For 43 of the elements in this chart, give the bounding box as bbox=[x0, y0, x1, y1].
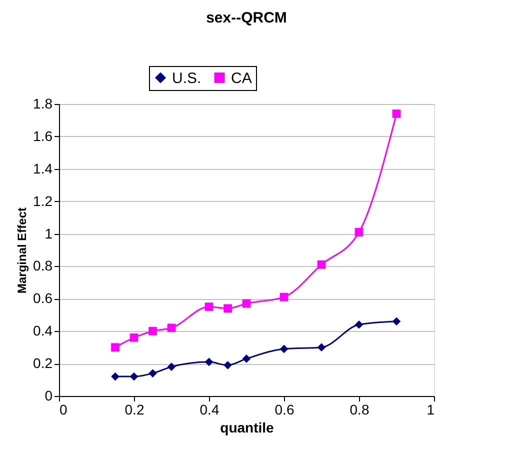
point bbox=[224, 360, 232, 370]
x-axis-title: quantile bbox=[220, 420, 274, 436]
point bbox=[148, 369, 157, 378]
x-tick-label: 0 bbox=[60, 402, 68, 418]
point bbox=[204, 358, 214, 366]
point bbox=[392, 317, 401, 326]
point bbox=[392, 110, 401, 118]
legend-label: U.S. bbox=[172, 70, 202, 87]
point bbox=[242, 299, 251, 308]
y-tick-label: 0.4 bbox=[33, 322, 53, 339]
y-tick-label: 1.6 bbox=[33, 128, 53, 144]
y-tick-label: 1.2 bbox=[33, 192, 53, 209]
y-tick-label: 0.6 bbox=[33, 290, 53, 306]
x-tick-label: 0.8 bbox=[350, 402, 370, 418]
point bbox=[167, 324, 176, 332]
point bbox=[317, 343, 326, 352]
y-tick-label: 0 bbox=[44, 388, 53, 404]
x-tick-label: 1 bbox=[426, 402, 435, 418]
point bbox=[224, 304, 232, 313]
y-tick-label: 0.2 bbox=[33, 355, 53, 372]
point bbox=[148, 326, 157, 336]
x-tick-label: 0.6 bbox=[274, 402, 294, 418]
x-tick-label: 0.2 bbox=[124, 402, 144, 418]
point bbox=[111, 343, 120, 352]
y-tick-label: 1 bbox=[44, 225, 53, 242]
y-tick-label: 1.8 bbox=[33, 96, 53, 112]
point bbox=[167, 362, 176, 371]
point bbox=[354, 320, 364, 329]
point bbox=[280, 344, 288, 354]
point bbox=[111, 372, 120, 381]
chart-title: sex--QRCM bbox=[206, 10, 287, 26]
y-axis-title: Marginal Effect bbox=[15, 207, 30, 294]
point bbox=[130, 372, 138, 381]
point bbox=[130, 333, 138, 342]
point bbox=[354, 228, 364, 236]
point bbox=[317, 260, 326, 269]
point bbox=[204, 302, 214, 311]
point bbox=[280, 292, 288, 302]
y-tick-label: 1.4 bbox=[33, 160, 53, 176]
x-tick-label: 0.4 bbox=[200, 402, 220, 418]
point bbox=[242, 354, 251, 363]
legend-label: CA bbox=[231, 70, 252, 87]
y-tick-label: 0.8 bbox=[33, 258, 53, 274]
